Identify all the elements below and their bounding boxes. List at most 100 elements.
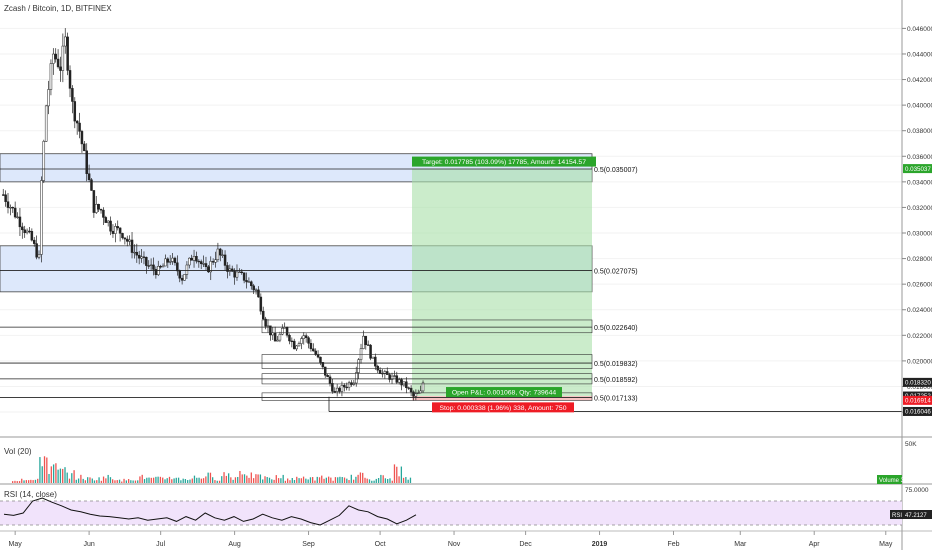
pnl-label-bg <box>446 387 562 398</box>
price-badge-bg <box>903 406 932 416</box>
volume-bar <box>48 474 50 483</box>
volume-bar <box>282 474 284 483</box>
volume-bar <box>275 475 277 483</box>
candle-body <box>312 348 315 352</box>
volume-bar <box>187 480 189 483</box>
volume-bar <box>21 478 23 483</box>
candle-body <box>199 261 203 265</box>
candle-body <box>345 386 348 389</box>
candle-body <box>128 239 131 242</box>
volume-bar <box>159 476 162 483</box>
level-box <box>261 392 593 401</box>
volume-bar <box>166 478 168 483</box>
price-badge-bg <box>903 395 932 405</box>
candle-body <box>354 372 358 384</box>
candle-body <box>364 335 368 345</box>
volume-bar <box>148 477 150 483</box>
volume-bar <box>337 477 339 483</box>
stop-zone[interactable] <box>412 396 592 401</box>
volume-bar <box>330 477 332 483</box>
volume-bar <box>252 478 255 483</box>
candle-body <box>47 89 50 107</box>
volume-bar <box>105 478 107 483</box>
candle-body <box>145 256 148 266</box>
candle-body <box>328 376 332 384</box>
volume-bar <box>118 479 121 483</box>
price-tick-label: 0.030000 <box>907 231 932 238</box>
candle-body <box>271 332 275 336</box>
volume-bar <box>87 477 89 483</box>
candle-body <box>223 254 227 266</box>
volume-bar <box>14 480 16 483</box>
price-badge: 0.018320 <box>905 380 931 387</box>
candle-body <box>102 209 105 218</box>
volume-bar <box>212 477 214 483</box>
volume-bar <box>357 474 359 483</box>
volume-bar <box>107 474 109 483</box>
candle-body <box>264 318 267 327</box>
pnl-label: Open P&L: 0.001068, Qty: 739644 <box>452 390 557 397</box>
candle-body <box>207 266 210 273</box>
candle-body <box>90 179 93 191</box>
volume-bar <box>368 479 371 483</box>
price-badge: 0.016046 <box>905 409 931 416</box>
volume-bar <box>77 478 80 483</box>
volume-bar <box>18 481 21 483</box>
volume-bar <box>162 477 164 483</box>
price-badge: 0.035037 <box>905 166 931 173</box>
time-label: Dec <box>519 541 532 548</box>
level-lines[interactable]: 0.5(0.035007) 0.5(0.027075) 0.5(0.022640) 0… <box>0 167 902 412</box>
candle-body <box>302 335 306 339</box>
volume-bar <box>200 478 203 483</box>
volume-bar <box>46 457 48 483</box>
volume-bar <box>284 480 287 483</box>
candle-body <box>242 272 246 281</box>
candle-body <box>54 53 57 60</box>
rsi-title: RSI (14, close) <box>4 490 57 499</box>
candle-body <box>75 120 79 124</box>
candle-body <box>402 381 406 386</box>
candle-body <box>254 289 258 291</box>
price-badge-bg <box>903 164 932 174</box>
volume-bar <box>66 472 68 483</box>
volume-bar <box>307 479 309 483</box>
time-label: Mar <box>734 541 747 548</box>
volume-bar <box>325 477 327 483</box>
volume-bar <box>112 479 114 483</box>
candle-body <box>123 237 127 240</box>
volume-bar <box>339 476 341 483</box>
volume-bar <box>100 480 103 483</box>
candle-body <box>333 391 337 393</box>
volume-bar <box>227 473 230 483</box>
time-label: May <box>879 541 893 548</box>
volume-bar <box>52 464 55 483</box>
price-axis[interactable]: 0.046000 0.044000 0.042000 0.040000 0.038000… <box>902 26 932 417</box>
candle-body <box>116 226 119 229</box>
candle-body <box>409 387 413 393</box>
volume-bar <box>302 476 305 483</box>
candle-body <box>92 190 96 213</box>
volume-bar <box>191 478 193 483</box>
volume-bar <box>323 478 325 483</box>
volume-bar <box>387 478 389 483</box>
volume-bar <box>343 477 346 483</box>
candle-body <box>11 207 15 209</box>
stop-label: Stop: 0.000338 (1.96%) 338, Amount: 750 <box>440 405 567 412</box>
target-zone[interactable] <box>412 168 592 397</box>
volume-bar <box>300 478 303 483</box>
volume-bar <box>400 466 403 483</box>
candle-body <box>159 266 162 268</box>
candle-body <box>140 256 143 259</box>
time-axis[interactable]: May Jun Jul Aug Sep Oct Nov Dec 2019 Feb Mar Apr May <box>9 531 893 548</box>
candle-body <box>285 327 289 336</box>
candle-body <box>374 356 377 367</box>
long-position-tool[interactable] <box>412 168 592 401</box>
volume-bar <box>355 476 357 483</box>
volume-bar <box>362 472 364 483</box>
rsi-badge-bg <box>890 510 932 519</box>
candle-body <box>278 333 282 341</box>
volume-bar <box>130 480 132 483</box>
candle-body <box>9 207 12 209</box>
level-label: 0.5(0.035007) <box>594 167 638 174</box>
